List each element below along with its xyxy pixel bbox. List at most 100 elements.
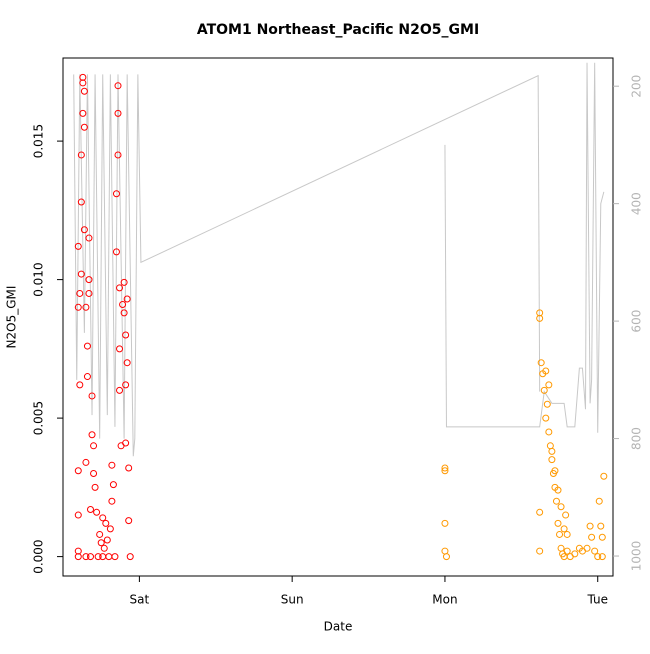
point	[116, 284, 124, 292]
point	[545, 381, 553, 389]
y2-tick-label: 800	[630, 427, 644, 450]
point	[108, 461, 116, 469]
plot-frame	[62, 57, 614, 577]
point	[76, 381, 84, 389]
point	[598, 553, 606, 561]
point	[441, 464, 449, 472]
x-tick-label: Sat	[130, 593, 150, 607]
point	[82, 553, 90, 561]
point	[87, 506, 94, 514]
point	[554, 519, 562, 527]
point	[588, 533, 596, 541]
point	[536, 314, 544, 322]
point	[591, 547, 599, 555]
point	[122, 331, 130, 339]
point	[114, 82, 122, 90]
point	[93, 508, 101, 516]
point	[85, 234, 93, 242]
point	[119, 301, 127, 309]
point	[441, 519, 449, 527]
point	[597, 522, 605, 530]
point	[97, 539, 105, 547]
point	[125, 517, 133, 525]
y2-tick-label: 200	[630, 75, 644, 98]
point	[96, 530, 104, 538]
point	[85, 289, 93, 297]
point	[112, 248, 120, 256]
point	[542, 414, 550, 422]
point	[77, 151, 85, 159]
point	[100, 544, 108, 552]
point	[74, 467, 82, 475]
point	[556, 530, 564, 538]
point	[537, 359, 545, 367]
point	[557, 503, 565, 511]
point	[87, 553, 94, 561]
point	[598, 533, 606, 541]
point	[74, 242, 82, 250]
point	[99, 514, 107, 522]
point	[102, 519, 110, 527]
point	[120, 278, 128, 286]
point	[542, 367, 550, 375]
point	[90, 442, 98, 450]
point	[82, 303, 90, 311]
point	[554, 486, 562, 494]
point	[594, 553, 602, 561]
point	[552, 497, 560, 505]
point	[548, 456, 556, 464]
point	[80, 123, 88, 131]
point	[441, 467, 449, 475]
point	[123, 295, 131, 303]
point	[595, 497, 603, 505]
point	[79, 73, 87, 81]
point	[116, 386, 124, 394]
point	[536, 508, 544, 516]
point	[442, 553, 450, 561]
point	[563, 547, 571, 555]
y-tick-label: 0.005	[32, 401, 46, 435]
point	[122, 381, 130, 389]
point	[583, 544, 591, 552]
point	[123, 359, 131, 367]
point	[76, 289, 84, 297]
point	[109, 481, 117, 489]
point	[540, 386, 548, 394]
point	[114, 151, 122, 159]
point	[120, 309, 128, 317]
point	[74, 511, 82, 519]
point	[82, 458, 90, 466]
point	[116, 345, 124, 353]
point	[90, 470, 98, 478]
point	[88, 431, 96, 439]
point	[103, 536, 111, 544]
point	[560, 525, 568, 533]
point	[111, 553, 119, 561]
y2-tick-label: 600	[630, 310, 644, 333]
point	[79, 109, 87, 117]
point	[125, 464, 133, 472]
point	[545, 428, 553, 436]
point	[112, 190, 120, 198]
point	[548, 447, 556, 455]
point	[80, 87, 88, 95]
point	[88, 392, 96, 400]
point	[83, 373, 91, 381]
x-tick-label: Mon	[432, 593, 457, 607]
y-axis-label: N2O5_GMI	[5, 286, 19, 349]
y-tick-label: 0.000	[32, 539, 46, 573]
y-tick-label: 0.010	[32, 262, 46, 296]
x-tick-label: Sun	[281, 593, 304, 607]
chart-title: ATOM1 Northeast_Pacific N2O5_GMI	[197, 22, 479, 38]
point	[122, 439, 130, 447]
point	[77, 270, 85, 278]
point	[106, 525, 114, 533]
point	[74, 303, 82, 311]
series-line	[73, 62, 605, 457]
y-tick-label: 0.015	[32, 124, 46, 158]
y2-tick-label: 1000	[630, 541, 644, 572]
point	[600, 472, 608, 480]
point	[94, 553, 102, 561]
plot-area	[73, 62, 608, 561]
